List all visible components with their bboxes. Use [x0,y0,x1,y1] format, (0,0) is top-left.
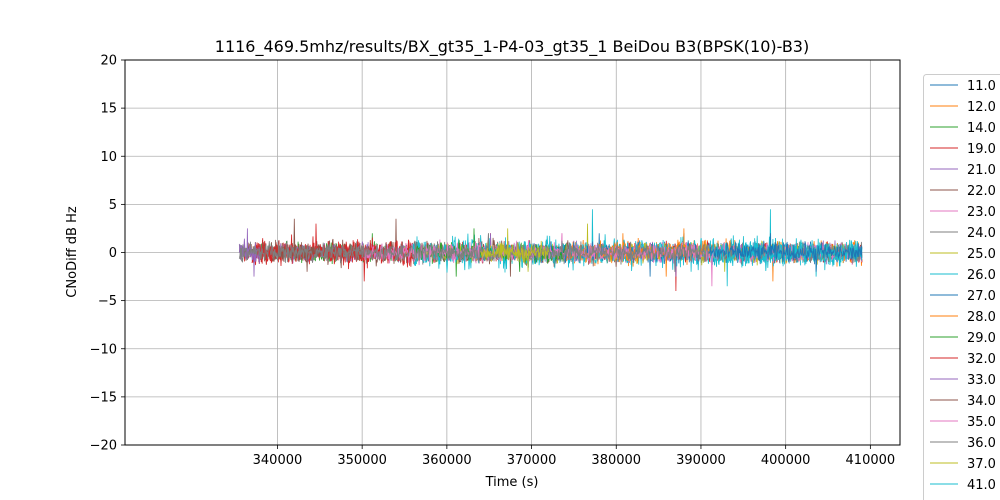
legend-label: 14.0 [967,121,996,136]
x-tick-label: 360000 [422,453,472,468]
legend-label: 21.0 [967,163,996,178]
y-tick-label: 15 [100,102,117,117]
legend-label: 36.0 [967,436,996,451]
x-axis: 340000 350000 360000 370000 380000 390000 4000… [253,445,896,468]
y-tick-label: −15 [90,390,117,405]
series-line [709,209,863,277]
y-axis: −20 −15 −10 −5 0 5 10 15 20 [90,54,125,454]
y-tick-label: −5 [98,294,117,309]
legend-label: 34.0 [967,394,996,409]
legend-label: 28.0 [967,310,996,325]
y-tick-label: −10 [90,342,117,357]
x-tick-label: 410000 [846,453,896,468]
legend-label: 11.0 [967,79,996,94]
legend-label: 32.0 [967,352,996,367]
legend-label: 35.0 [967,415,996,430]
legend-label: 25.0 [967,247,996,262]
x-tick-label: 400000 [761,453,811,468]
legend-label: 19.0 [967,142,996,157]
legend-label: 33.0 [967,373,996,388]
y-tick-label: 5 [109,198,117,213]
y-axis-label: CNoDiff dB Hz [65,206,80,298]
x-tick-label: 380000 [591,453,641,468]
legend-frame [923,74,1000,500]
chart-title: 1116_469.5mhz/results/BX_gt35_1-P4-03_gt… [215,37,809,57]
legend-label: 37.0 [967,457,996,472]
legend-label: 23.0 [967,205,996,220]
legend-label: 29.0 [967,331,996,346]
y-tick-label: 20 [100,54,117,69]
legend-label: 12.0 [967,100,996,115]
legend: 11.0 12.0 14.0 19.0 21.0 22.0 23.0 24.0 25.0 26.0… [923,74,1000,500]
legend-label: 26.0 [967,268,996,283]
legend-label: 24.0 [967,226,996,241]
x-axis-label: Time (s) [485,475,539,490]
legend-label: 41.0 [967,478,996,493]
y-tick-label: 10 [100,150,117,165]
x-tick-label: 390000 [676,453,726,468]
series-line [709,233,863,272]
series-line [480,228,549,272]
y-tick-label: 0 [109,246,117,261]
legend-label: 22.0 [967,184,996,199]
series-group [238,209,863,292]
x-tick-label: 340000 [253,453,303,468]
legend-label: 27.0 [967,289,996,304]
y-tick-label: −20 [90,439,117,454]
x-tick-label: 350000 [337,453,387,468]
x-tick-label: 370000 [507,453,557,468]
